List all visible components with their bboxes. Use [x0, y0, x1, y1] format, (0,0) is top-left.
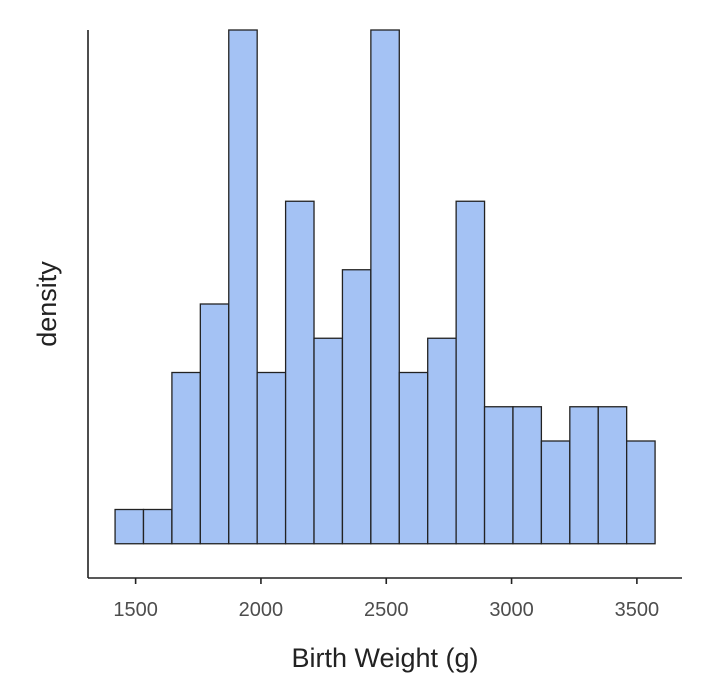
histogram-bar — [313, 337, 344, 545]
histogram-bar — [199, 303, 230, 545]
x-tick-label: 3500 — [615, 599, 660, 621]
histogram-bar — [569, 406, 599, 545]
histogram-bar — [398, 371, 429, 545]
histogram-bar — [256, 371, 287, 545]
x-tick-label: 3000 — [489, 599, 534, 621]
histogram-bar — [540, 440, 571, 545]
histogram-bar — [512, 406, 543, 545]
y-axis-title: density — [32, 261, 62, 347]
x-tick-label: 1500 — [113, 599, 158, 621]
histogram-bar — [626, 440, 656, 545]
histogram-bar — [114, 508, 145, 545]
histogram-bar — [341, 269, 372, 545]
histogram-bar — [171, 371, 201, 545]
histogram-bar — [370, 29, 400, 545]
histogram-bar — [228, 29, 258, 545]
histogram-bar — [427, 337, 457, 545]
histogram-bar — [483, 406, 514, 545]
x-tick-label: 2500 — [364, 599, 409, 621]
x-tick-label: 2000 — [239, 599, 284, 621]
histogram-bar — [284, 200, 315, 545]
histogram-bar — [455, 200, 486, 545]
x-axis-ticks: 1500 2000 2500 3000 3500 — [113, 578, 659, 621]
histogram-bar — [597, 406, 628, 545]
x-axis-title: Birth Weight (g) — [291, 643, 478, 673]
histogram-bar — [142, 508, 173, 545]
histogram-bars — [114, 29, 656, 545]
